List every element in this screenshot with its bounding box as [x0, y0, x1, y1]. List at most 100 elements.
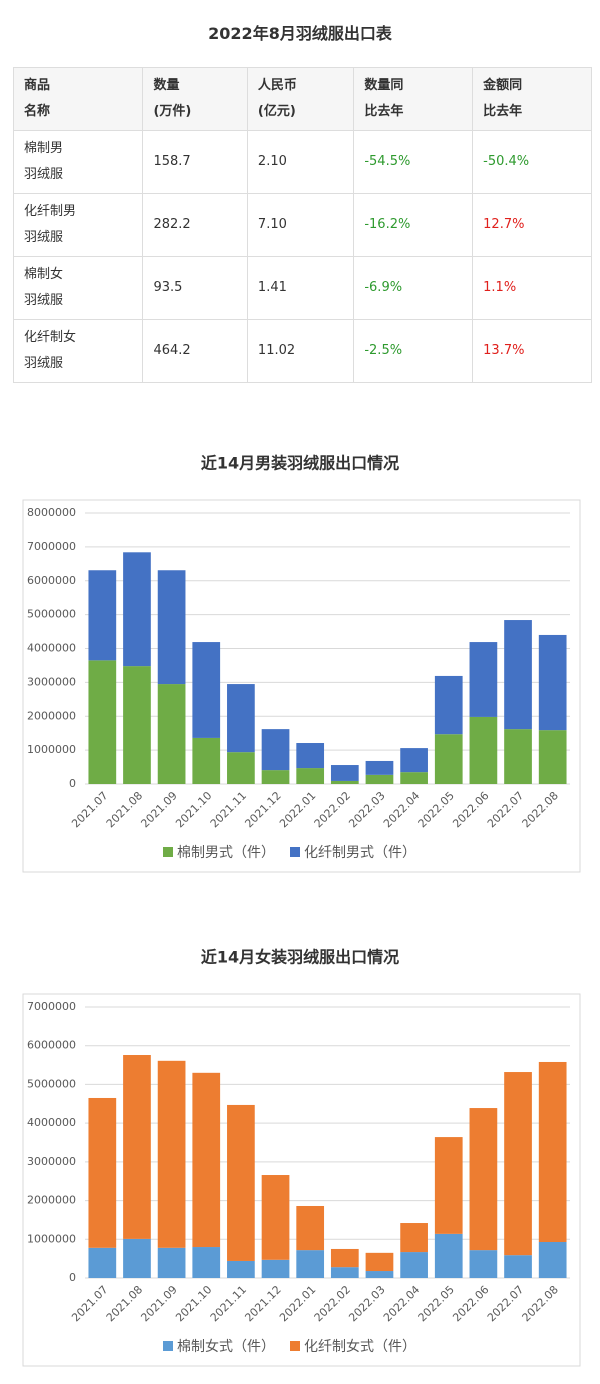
y-tick-label: 2000000	[27, 1194, 76, 1207]
bar-segment	[538, 730, 567, 784]
cell-text: 158.7	[153, 154, 191, 169]
x-tick-label: 2022.04	[381, 789, 422, 830]
bar-segment	[192, 737, 221, 784]
cell-line: 羽绒服	[24, 167, 64, 182]
cell-text: 464.2	[153, 343, 191, 358]
x-tick-label: 2022.08	[520, 1283, 561, 1324]
x-tick-label: 2022.07	[485, 1283, 526, 1324]
bar-segment	[330, 1267, 359, 1278]
bar-segment	[261, 1259, 290, 1278]
x-tick-label: 2021.11	[208, 789, 249, 830]
table-cell: 13.7%	[472, 319, 592, 383]
bar-segment	[504, 1072, 532, 1256]
bar-segment	[88, 1247, 117, 1278]
cell-text: 93.5	[153, 280, 183, 295]
bar-segment	[538, 1241, 567, 1278]
bar-segment	[504, 620, 532, 730]
bar-segment	[261, 1175, 290, 1260]
bar-segment	[330, 765, 359, 781]
y-tick-label: 3000000	[27, 1155, 76, 1168]
cell-text: -54.5%	[364, 154, 411, 169]
chart-title: 近14月女装羽绒服出口情况	[201, 948, 399, 967]
cell-line: 羽绒服	[24, 356, 64, 371]
cell-text: 1.41	[257, 280, 287, 295]
cell-text: 2.10	[257, 154, 287, 169]
y-tick-label: 5000000	[27, 608, 76, 621]
export-table: 商品 名称 数量 (万件) 人民币 (亿元) 数量同 比去年 金额同 比去年棉制男 羽绒服 158.7…	[12, 67, 592, 383]
bar-segment	[296, 768, 325, 784]
table-row: 化纤制男 羽绒服 282.2 7.10 -16.2% 12.7%	[12, 193, 592, 257]
cell-line: 化纤制男	[24, 204, 77, 219]
table-cell: -2.5%	[353, 319, 474, 383]
bar-segment	[192, 1072, 221, 1248]
cell-text: 11.02	[257, 343, 296, 358]
legend-swatch	[290, 847, 300, 857]
bar-segment	[330, 780, 359, 784]
chart: 近14月男装羽绒服出口情况 0 1000000 2000000 3000000 40000…	[22, 454, 581, 873]
bar-segment	[296, 1250, 325, 1278]
bar-segment	[88, 570, 117, 661]
table-cell: 1.1%	[472, 256, 592, 320]
cell-text: -2.5%	[364, 343, 403, 358]
x-tick-label: 2022.05	[416, 1283, 457, 1324]
header-cell: 人民币 (亿元)	[246, 67, 355, 131]
table-cell: -6.9%	[353, 256, 474, 320]
y-tick-label: 0	[69, 777, 76, 790]
cell-line: 人民币	[257, 78, 297, 93]
x-tick-label: 2022.06	[450, 789, 491, 830]
header-cell: 数量同 比去年	[353, 67, 474, 131]
bar-segment	[504, 729, 532, 784]
bar-segment	[365, 760, 394, 775]
table-cell: 化纤制女 羽绒服	[12, 319, 144, 383]
bar-segment	[365, 1271, 394, 1278]
x-tick-label: 2021.09	[138, 789, 179, 830]
bar-segment	[261, 729, 290, 771]
cell-line: 名称	[24, 104, 51, 119]
x-tick-label: 2022.03	[346, 1283, 387, 1324]
bar-segment	[261, 770, 290, 784]
x-tick-label: 2022.02	[312, 789, 353, 830]
y-tick-label: 3000000	[27, 675, 76, 688]
cell-line: (万件)	[153, 104, 192, 119]
y-tick-label: 0	[69, 1271, 76, 1284]
x-tick-label: 2021.12	[242, 1283, 283, 1324]
y-tick-label: 4000000	[27, 642, 76, 655]
y-tick-label: 1000000	[27, 1232, 76, 1245]
x-tick-label: 2021.10	[173, 789, 214, 830]
table-cell: 棉制女 羽绒服	[12, 256, 144, 320]
bar-segment	[88, 1097, 117, 1248]
table-cell: 158.7	[142, 130, 248, 194]
x-tick-label: 2021.08	[104, 789, 145, 830]
legend-swatch	[163, 1341, 173, 1351]
bar-segment	[434, 1137, 463, 1234]
bar-segment	[538, 1061, 567, 1242]
bar-segment	[227, 752, 255, 784]
bar-segment	[504, 1255, 532, 1278]
bar-segment	[400, 772, 428, 784]
x-tick-label: 2021.08	[104, 1283, 145, 1324]
x-tick-label: 2021.11	[208, 1283, 249, 1324]
x-tick-label: 2022.05	[416, 789, 457, 830]
chart-title: 近14月男装羽绒服出口情况	[201, 454, 399, 473]
bar-segment	[157, 1247, 186, 1278]
header-cell: 金额同 比去年	[472, 67, 592, 131]
y-tick-label: 5000000	[27, 1077, 76, 1090]
header-cell: 商品 名称	[12, 67, 144, 131]
cell-line: (亿元)	[257, 104, 296, 119]
table-cell: -54.5%	[353, 130, 474, 194]
table-cell: 化纤制男 羽绒服	[12, 193, 144, 257]
legend-swatch	[290, 1341, 300, 1351]
header-cell: 数量 (万件)	[142, 67, 248, 131]
x-tick-label: 2022.01	[277, 789, 318, 830]
bar-segment	[538, 634, 567, 731]
bar-segment	[296, 1205, 325, 1251]
cell-text: 12.7%	[483, 217, 525, 232]
table-row: 棉制女 羽绒服 93.5 1.41 -6.9% 1.1%	[12, 256, 592, 320]
table-cell: 棉制男 羽绒服	[12, 130, 144, 194]
cell-text: 13.7%	[483, 343, 525, 358]
legend-label: 化纤制男式（件）	[304, 845, 416, 861]
chart-frame	[22, 993, 581, 1367]
chart-frame	[22, 499, 581, 873]
bar-segment	[88, 660, 117, 784]
